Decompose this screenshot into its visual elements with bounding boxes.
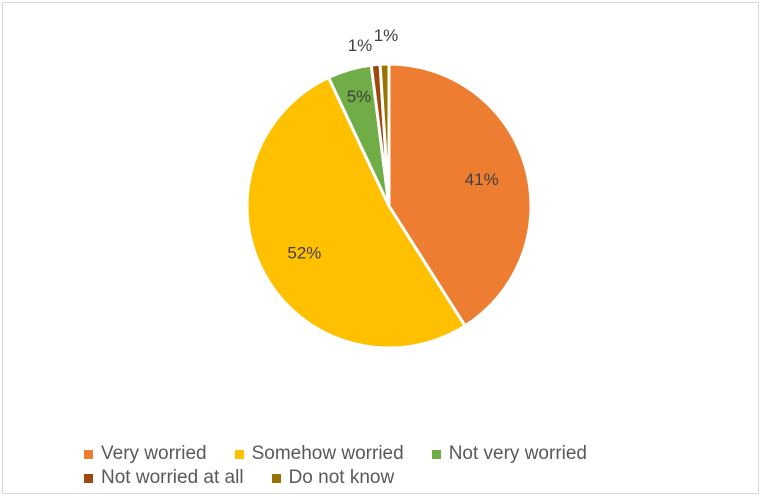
legend-row-1: Very worried Somehow worried Not very wo…: [84, 442, 744, 466]
legend-label-somehow-worried: Somehow worried: [252, 443, 404, 465]
data-label-do-not-know: 1%: [374, 26, 399, 45]
data-label-not-worried-at-all: 1%: [348, 36, 373, 55]
legend-swatch-not-very-worried: [432, 450, 441, 459]
legend-swatch-do-not-know: [272, 474, 281, 483]
legend-item-do-not-know: Do not know: [272, 467, 395, 489]
data-label-somehow-worried: 52%: [287, 244, 321, 263]
pie-slices: [247, 64, 531, 348]
data-label-very-worried: 41%: [465, 170, 499, 189]
legend-label-not-worried-at-all: Not worried at all: [101, 467, 244, 489]
legend-item-not-worried-at-all: Not worried at all: [84, 467, 244, 489]
legend-swatch-somehow-worried: [235, 450, 244, 459]
legend-label-do-not-know: Do not know: [289, 467, 395, 489]
legend-item-not-very-worried: Not very worried: [432, 443, 587, 465]
legend: Very worried Somehow worried Not very wo…: [84, 442, 744, 490]
legend-swatch-not-worried-at-all: [84, 474, 93, 483]
legend-label-very-worried: Very worried: [101, 443, 207, 465]
legend-item-somehow-worried: Somehow worried: [235, 443, 404, 465]
legend-swatch-very-worried: [84, 450, 93, 459]
data-label-not-very-worried: 5%: [347, 87, 372, 106]
legend-item-very-worried: Very worried: [84, 443, 207, 465]
legend-label-not-very-worried: Not very worried: [449, 443, 587, 465]
legend-row-2: Not worried at all Do not know: [84, 466, 744, 490]
